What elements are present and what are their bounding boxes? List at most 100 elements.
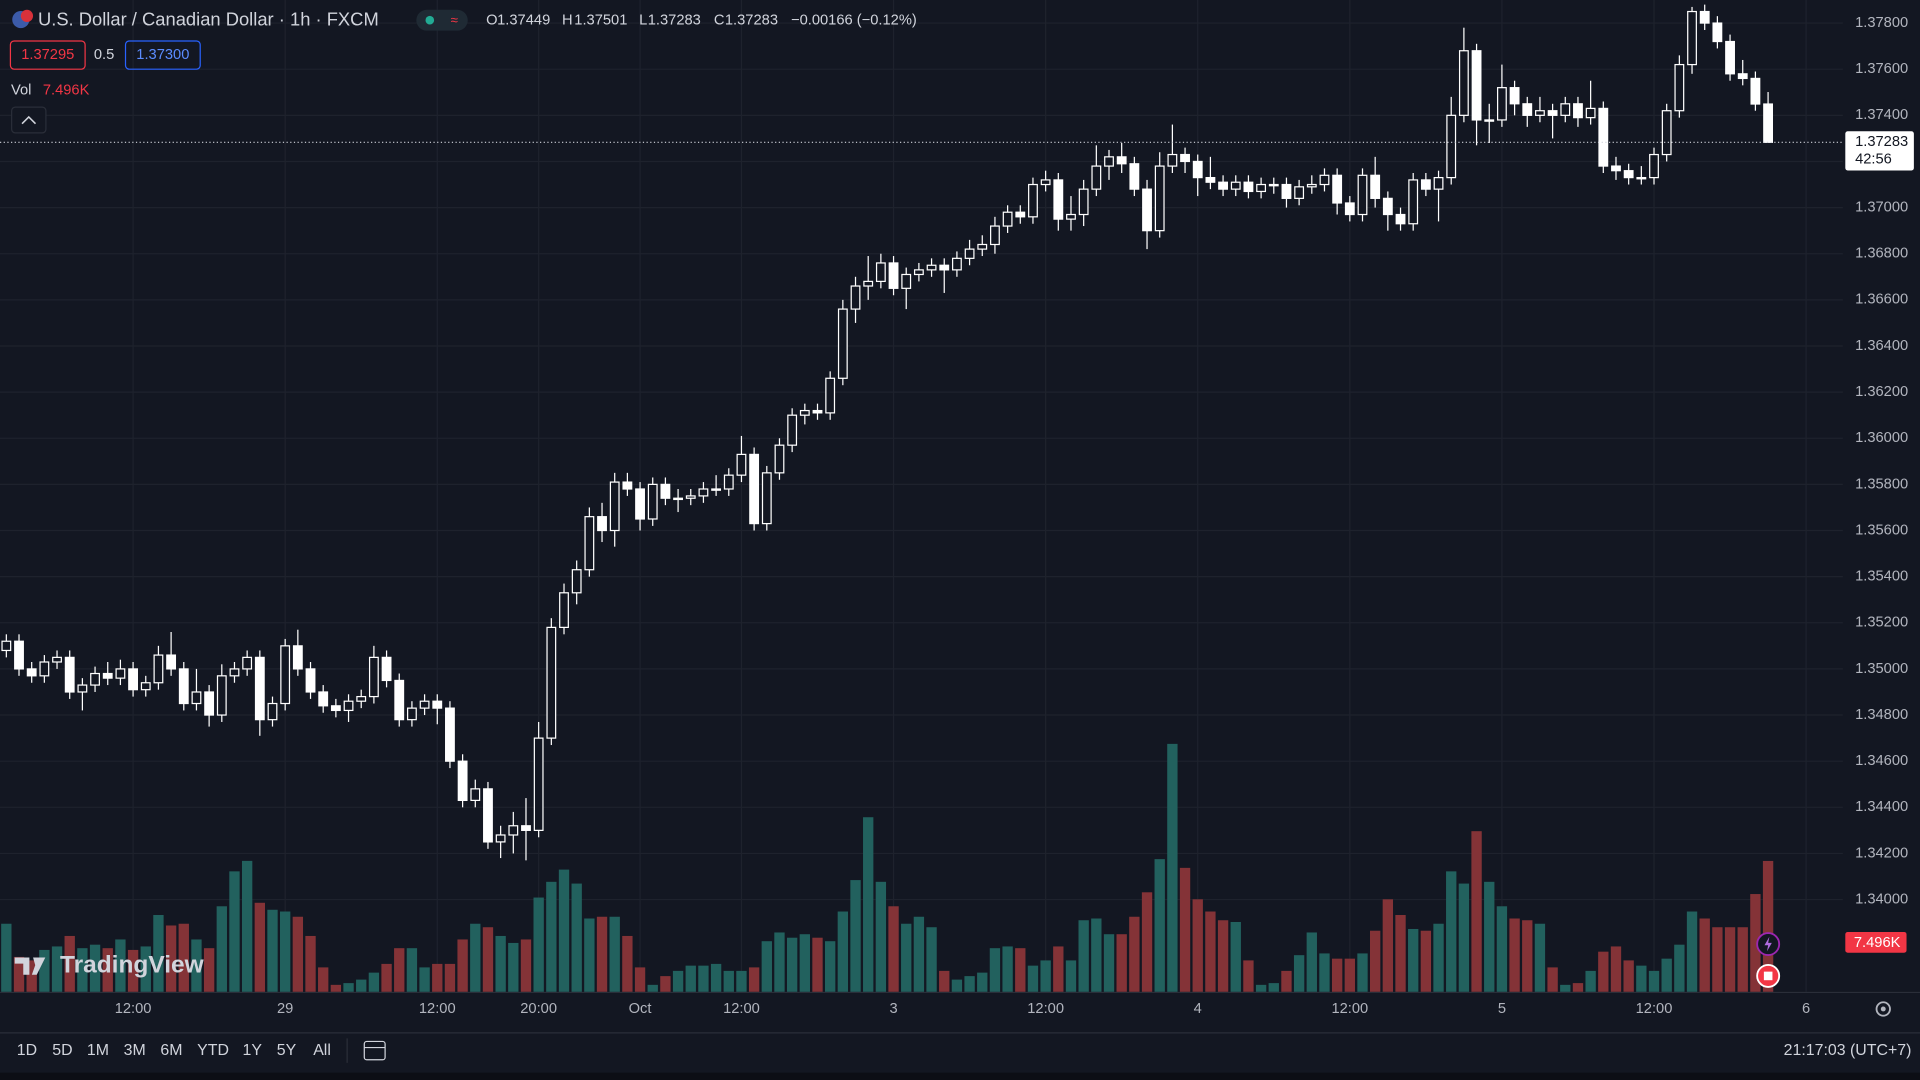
sell-button[interactable] [9,40,86,70]
candle-body [939,264,950,271]
volume-bar [1636,965,1647,992]
volume-bar [622,935,633,992]
volume-bar [26,960,37,992]
volume-bar [229,871,240,992]
candle-body [1611,165,1621,172]
candle-body [330,705,341,712]
volume-bar [356,979,367,992]
y-tick-label: 1.35800 [1855,476,1908,492]
range-button[interactable]: 1Y [243,1042,263,1059]
range-button[interactable]: 3M [124,1042,146,1059]
range-button[interactable]: 5D [52,1042,72,1059]
volume-bar [939,970,950,992]
volume-bar [1154,859,1165,992]
volume-bar [774,932,785,992]
candle-body [1192,160,1203,179]
volume-bar [812,937,823,992]
ohlc-label: L [639,13,647,29]
candle-body [673,497,684,501]
candle-body [1725,40,1735,75]
volume-badge [1845,931,1907,953]
candle-body [102,672,113,679]
range-button[interactable]: 1D [17,1042,37,1059]
candle-body [1496,87,1507,121]
volume-bar [394,948,405,992]
logo-icon [14,957,46,975]
settings-icon[interactable] [1875,1001,1891,1017]
candle-body [178,668,189,705]
candle-body [1028,183,1038,218]
y-tick-label: 1.34400 [1855,799,1908,815]
y-tick-label: 1.37400 [1855,107,1908,123]
candle-body [964,248,975,259]
volume-bar [482,927,494,992]
candle-body [1218,181,1229,190]
clock[interactable]: 21:17:03 (UTC+7) [1784,1042,1912,1059]
candle-body [1015,211,1026,218]
volume-bar [39,949,50,992]
y-tick-label: 1.34800 [1855,707,1908,723]
volume-bar [1661,958,1672,992]
y-tick-label: 1.34000 [1855,891,1908,907]
volume-bar [267,909,278,992]
candle-body [1357,174,1368,216]
volume-bar [1357,953,1368,992]
candle-body [318,691,329,707]
collapse-icon [21,115,37,125]
bottom-strip [0,1072,1920,1080]
x-tick-label: 12:00 [419,1001,456,1017]
last-price-label: 1.37283 [1855,134,1908,150]
candle-body [128,668,139,691]
candle-body [584,516,595,571]
symbol-title[interactable]: U.S. Dollar / Canadian Dollar · 1h · FXC… [38,9,379,30]
volume-bar [318,967,329,992]
candle-body [1167,153,1178,167]
candle-body [875,262,886,283]
volume-bar [1420,930,1432,992]
candle-body [812,409,823,414]
candle-body [977,243,988,250]
ohlc-value: 1.37449 [497,13,550,29]
candle-body [1763,103,1773,143]
range-button[interactable]: YTD [197,1042,229,1059]
range-button[interactable]: 1M [87,1042,109,1059]
volume-bar [825,941,836,992]
volume-bar [1572,983,1584,992]
candle-body [1408,179,1419,225]
volume-bar [1217,920,1229,992]
volume-bar [203,948,215,992]
volume-bar [216,906,227,992]
volume-bar [254,902,265,992]
candle-body [1573,103,1583,119]
candle-body [1446,114,1457,179]
volume-bar [672,970,684,992]
candle-body [267,702,278,721]
candle-body [216,675,227,716]
volume-bar [1750,894,1761,992]
buy-button[interactable] [124,40,201,70]
x-tick-label: 12:00 [115,1001,152,1017]
range-button[interactable]: All [313,1042,331,1059]
range-button[interactable]: 6M [160,1042,182,1059]
volume-bar [1370,930,1381,992]
ohlc-value: 1.37283 [725,13,778,29]
volume-bar [1141,892,1153,992]
volume-bar [660,976,671,992]
candle-body [1433,176,1444,190]
collapse-button[interactable] [11,106,47,134]
date-range-icon[interactable] [363,1040,386,1061]
status-pill[interactable] [416,9,468,31]
candle-body [470,788,481,802]
volume-bar [165,925,177,992]
x-tick-label: Oct [629,1001,652,1017]
range-button[interactable]: 5Y [277,1042,297,1059]
volume-bar [368,972,380,992]
ohlc-value: 1.37501 [574,13,627,29]
volume-bar [89,944,101,992]
candle-body [533,737,544,831]
volume-bar [419,967,430,992]
y-tick-label: 1.35000 [1855,661,1908,677]
volume-bar [1344,958,1355,992]
x-tick-label: 12:00 [723,1001,760,1017]
volume-bar [13,956,25,992]
